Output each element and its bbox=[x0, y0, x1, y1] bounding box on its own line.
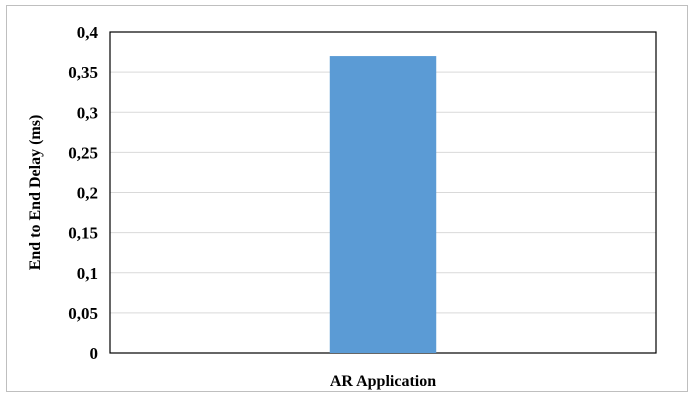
y-tick-label: 0,4 bbox=[77, 23, 99, 42]
y-tick-label: 0,2 bbox=[77, 184, 98, 203]
bars bbox=[329, 56, 437, 353]
y-tick-label: 0,25 bbox=[68, 143, 98, 162]
y-tick-label: 0,35 bbox=[68, 63, 98, 82]
y-tick-labels: 0 0,05 0,1 0,15 0,2 0,25 0,3 0,35 0,4 bbox=[68, 23, 98, 363]
y-axis-title: End to End Delay (ms) bbox=[27, 115, 44, 271]
x-axis-title: AR Application bbox=[330, 373, 436, 390]
y-tick-label: 0,15 bbox=[68, 224, 98, 243]
y-tick-label: 0 bbox=[90, 344, 99, 363]
y-tick-label: 0,05 bbox=[68, 304, 98, 323]
y-tick-label: 0,3 bbox=[77, 103, 98, 122]
y-tick-label: 0,1 bbox=[77, 264, 98, 283]
bar bbox=[329, 56, 437, 353]
